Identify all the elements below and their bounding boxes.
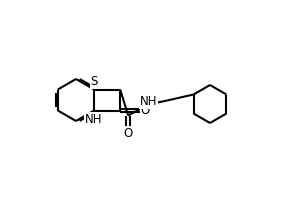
Text: S: S — [91, 75, 98, 88]
Text: NH: NH — [84, 113, 102, 126]
Text: NH: NH — [140, 95, 157, 108]
Text: O: O — [141, 104, 150, 117]
Text: O: O — [124, 127, 133, 140]
